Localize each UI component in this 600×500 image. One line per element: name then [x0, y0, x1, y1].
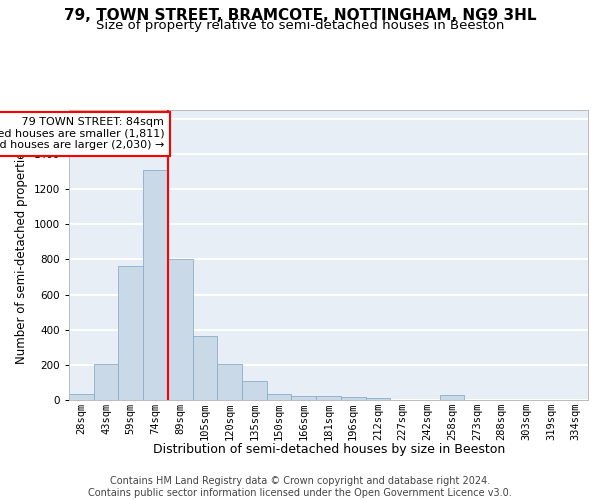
Bar	[69, 394, 94, 400]
Bar	[292, 396, 316, 400]
Text: Size of property relative to semi-detached houses in Beeston: Size of property relative to semi-detach…	[96, 19, 504, 32]
Bar	[365, 398, 390, 400]
Bar	[94, 364, 118, 400]
Text: Contains HM Land Registry data © Crown copyright and database right 2024.
Contai: Contains HM Land Registry data © Crown c…	[88, 476, 512, 498]
Bar	[242, 380, 267, 400]
Bar	[267, 394, 292, 400]
Text: 79, TOWN STREET, BRAMCOTE, NOTTINGHAM, NG9 3HL: 79, TOWN STREET, BRAMCOTE, NOTTINGHAM, N…	[64, 8, 536, 22]
Y-axis label: Number of semi-detached properties: Number of semi-detached properties	[15, 146, 28, 364]
Bar	[168, 260, 193, 400]
Bar	[217, 364, 242, 400]
Text: Distribution of semi-detached houses by size in Beeston: Distribution of semi-detached houses by …	[152, 442, 505, 456]
Bar	[193, 336, 217, 400]
Bar	[341, 398, 365, 400]
Bar	[316, 396, 341, 400]
Text: 79 TOWN STREET: 84sqm
← 46% of semi-detached houses are smaller (1,811)
  52% of: 79 TOWN STREET: 84sqm ← 46% of semi-deta…	[0, 117, 164, 150]
Bar	[440, 394, 464, 400]
Bar	[143, 170, 168, 400]
Bar	[118, 266, 143, 400]
